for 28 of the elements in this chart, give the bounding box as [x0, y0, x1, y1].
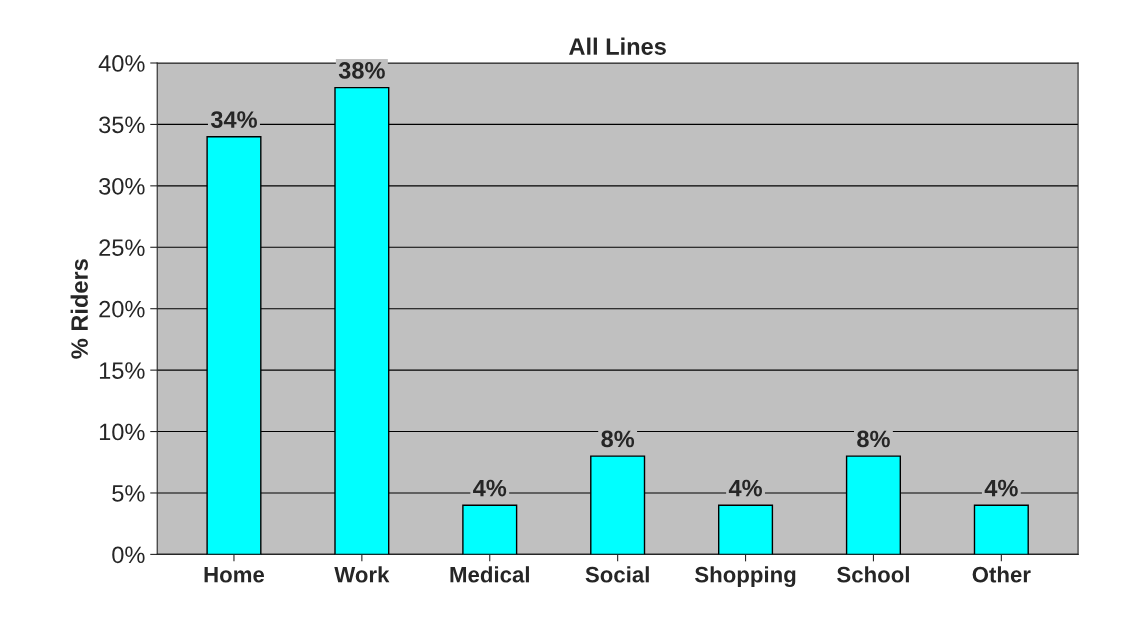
y-tick-label: 0%	[112, 546, 145, 564]
x-tick-label: Social	[585, 566, 649, 583]
y-tick-label: 15%	[99, 362, 145, 379]
data-label: 34%	[210, 111, 257, 128]
x-tick-label: Home	[204, 567, 265, 583]
y-tick-label: 10%	[99, 423, 145, 441]
x-tick-label: Other	[972, 566, 1031, 583]
x-tick-label: Work	[334, 566, 390, 583]
y-tick-label: 25%	[99, 239, 145, 257]
y-tick-label: 5%	[112, 485, 145, 502]
data-label: 8%	[857, 430, 890, 448]
y-axis-title: % Riders	[70, 259, 88, 359]
data-label: 8%	[601, 430, 635, 448]
bar	[717, 504, 774, 555]
bar	[973, 504, 1029, 555]
y-tick-label: 40%	[98, 55, 145, 72]
bar	[462, 504, 518, 555]
x-tick-label: Medical	[450, 566, 529, 583]
data-label: 4%	[728, 479, 762, 497]
y-tick-label: 20%	[99, 300, 145, 318]
y-tick-label: 30%	[99, 177, 145, 195]
data-label: 4%	[984, 479, 1018, 497]
y-tick-label: 35%	[99, 116, 145, 134]
x-tick-label: Shopping	[694, 566, 796, 588]
x-tick-label: School	[837, 566, 909, 583]
data-label: 38%	[338, 62, 385, 79]
data-label: 4%	[473, 479, 507, 497]
chart-title: All Lines	[569, 37, 666, 55]
